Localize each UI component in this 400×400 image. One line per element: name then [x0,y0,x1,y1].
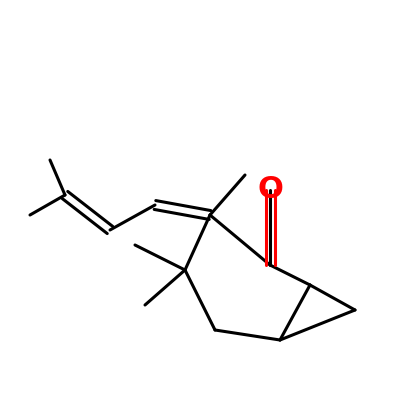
Text: O: O [257,176,283,204]
